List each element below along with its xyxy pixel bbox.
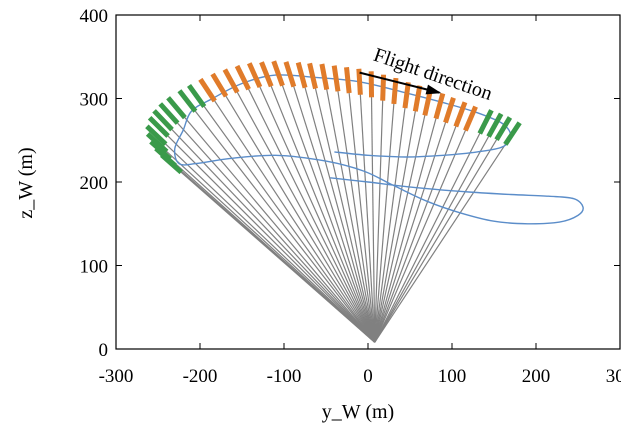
tether-line <box>242 77 376 343</box>
kite-wing <box>477 109 494 135</box>
x-tick-label: -100 <box>267 366 302 387</box>
kite-wing <box>453 101 468 128</box>
y-tick-label: 300 <box>80 90 109 111</box>
tether-line <box>311 75 376 343</box>
tether-line <box>374 98 419 343</box>
tether-line <box>374 102 429 343</box>
tether-line <box>374 90 396 343</box>
y-tick-label: 0 <box>99 340 109 361</box>
tether-line <box>359 81 376 343</box>
y-tick-label: 100 <box>80 257 109 278</box>
tether-line <box>186 100 376 343</box>
kite-wing <box>307 62 318 90</box>
tether-line <box>370 84 376 343</box>
kite-wing <box>356 68 363 95</box>
tether-line <box>374 87 384 343</box>
kite-wing <box>486 112 504 138</box>
tether-line <box>374 124 496 343</box>
tether-line <box>374 105 440 343</box>
tether-line <box>254 74 376 343</box>
kite-wing <box>198 77 217 103</box>
tether-line <box>171 163 376 343</box>
tether-line <box>196 95 376 343</box>
kite-wing <box>271 60 285 87</box>
tether-line <box>207 89 376 343</box>
kite-wing <box>283 61 297 88</box>
kite-wing <box>145 124 168 146</box>
kite-wings <box>145 60 522 175</box>
kite-wing <box>160 153 183 175</box>
kite-wing <box>463 105 478 132</box>
tether-line <box>277 73 376 343</box>
kite-wing <box>234 64 251 91</box>
kite-wing <box>344 66 352 94</box>
x-axis-label: y_W (m) <box>322 401 394 423</box>
axis-ticks: -300 -200 -100 0 100 200 300 0 100 200 300 400 <box>80 6 621 387</box>
tether-line <box>374 114 461 343</box>
tether-line <box>374 95 408 343</box>
y-tick-label: 400 <box>80 6 109 27</box>
kite-wing <box>222 68 240 94</box>
kite-wing <box>152 109 174 132</box>
tether-line <box>162 119 376 343</box>
kite-wing <box>443 97 456 124</box>
tether-line <box>374 128 504 343</box>
kite-wing <box>433 92 446 120</box>
x-tick-label: -300 <box>99 366 134 387</box>
tether-line <box>176 107 376 343</box>
tether-line <box>218 84 376 343</box>
tether-line <box>323 76 376 343</box>
tether-line <box>289 74 376 343</box>
x-tick-label: -200 <box>183 366 218 387</box>
tether-line <box>347 80 376 343</box>
kite-wing <box>422 89 433 116</box>
kite-wing <box>246 62 263 89</box>
kite-wing <box>147 115 170 138</box>
kite-wing <box>503 121 522 146</box>
tether-line <box>374 133 513 343</box>
kite-wing <box>259 61 274 88</box>
flight-direction-arrow <box>359 71 440 94</box>
kite-wing <box>402 81 411 109</box>
x-tick-label: 0 <box>363 366 373 387</box>
flight-direction-arrowhead <box>425 84 442 95</box>
kite-wing <box>494 116 513 141</box>
kite-wing <box>295 61 308 89</box>
kite-wing <box>331 65 341 92</box>
tether-line <box>335 78 376 343</box>
tether-line <box>374 118 472 343</box>
kite-wing <box>145 132 169 154</box>
kite-wing <box>166 96 187 120</box>
tether-line <box>374 110 451 343</box>
kite-wing <box>177 89 198 113</box>
tether-line <box>374 121 487 343</box>
y-axis-label: z_W (m) <box>15 147 37 218</box>
x-tick-label: 200 <box>522 366 551 387</box>
tether-line <box>155 134 376 343</box>
tether-line <box>265 74 376 343</box>
tether-lines <box>155 73 513 343</box>
x-tick-label: 100 <box>438 366 467 387</box>
kite-wing <box>412 85 423 112</box>
kite-wing <box>319 63 330 91</box>
y-tick-label: 200 <box>80 173 109 194</box>
x-tick-label: 300 <box>606 366 621 387</box>
tether-line <box>158 126 376 343</box>
kite-wing <box>158 102 180 125</box>
tether-line <box>301 74 376 343</box>
kite-wing <box>210 72 229 98</box>
tether-line <box>230 80 376 343</box>
tether-line <box>168 113 376 343</box>
flight-direction-label: Flight direction <box>371 44 495 105</box>
trajectory-line <box>173 74 584 225</box>
kite-wing <box>186 83 207 108</box>
